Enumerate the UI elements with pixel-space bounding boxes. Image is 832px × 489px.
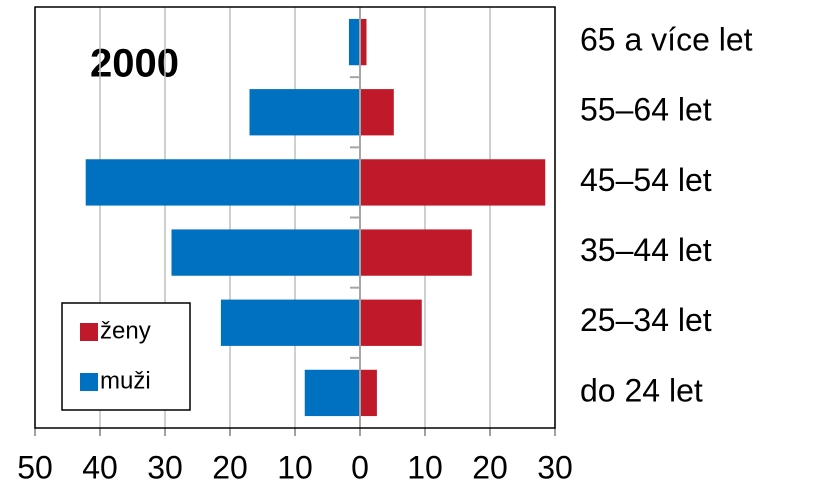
bar bbox=[360, 18, 367, 66]
bar bbox=[249, 89, 360, 136]
bar bbox=[304, 369, 360, 417]
bar bbox=[360, 159, 546, 206]
plot-frame bbox=[34, 6, 556, 429]
legend: ženy muži bbox=[61, 302, 191, 411]
x-tick-label: 10 bbox=[407, 449, 443, 485]
category-label: 45–54 let bbox=[580, 162, 712, 198]
bar bbox=[220, 299, 360, 346]
x-tick-label: 10 bbox=[277, 449, 313, 485]
category-label: 65 a více let bbox=[580, 22, 753, 58]
category-label: do 24 let bbox=[580, 372, 703, 408]
legend-label: muži bbox=[100, 367, 151, 394]
x-tick-label: 30 bbox=[147, 449, 183, 485]
chart-title: 2000 bbox=[90, 42, 179, 86]
category-label: 25–34 let bbox=[580, 302, 712, 338]
bar bbox=[360, 229, 472, 276]
bar bbox=[360, 299, 422, 346]
bar bbox=[360, 89, 394, 136]
x-tick-label: 0 bbox=[351, 449, 369, 485]
legend-box bbox=[61, 302, 191, 411]
x-tick-label: 50 bbox=[17, 449, 53, 485]
x-tick-label: 20 bbox=[472, 449, 508, 485]
legend-label: ženy bbox=[100, 317, 151, 344]
category-label: 55–64 let bbox=[580, 92, 712, 128]
x-tick-label: 30 bbox=[537, 449, 573, 485]
category-label: 35–44 let bbox=[580, 232, 712, 268]
bar bbox=[171, 229, 360, 276]
bar bbox=[360, 369, 377, 417]
x-tick-label: 40 bbox=[82, 449, 118, 485]
x-tick-label: 20 bbox=[212, 449, 248, 485]
bar bbox=[348, 18, 360, 66]
bar bbox=[85, 159, 360, 206]
legend-swatch bbox=[80, 323, 98, 341]
legend-swatch bbox=[80, 373, 98, 391]
